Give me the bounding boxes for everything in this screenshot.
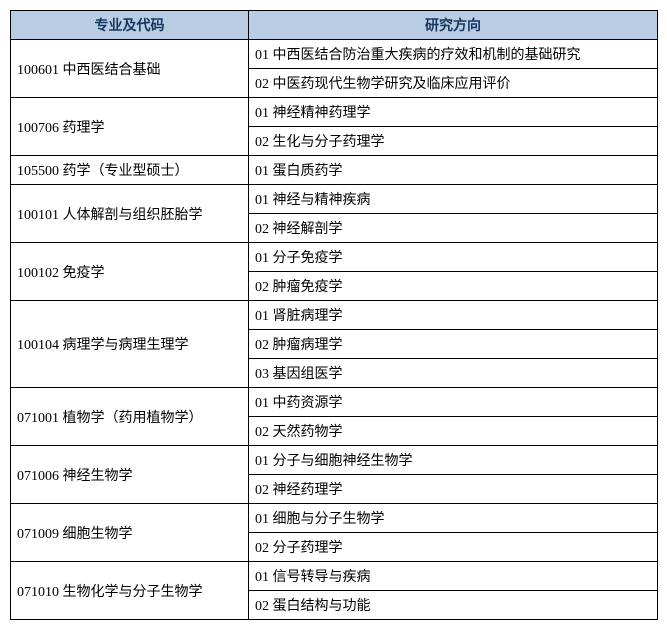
direction-cell: 02 生化与分子药理学: [249, 127, 658, 156]
direction-cell: 02 中医药现代生物学研究及临床应用评价: [249, 69, 658, 98]
direction-cell: 03 基因组医学: [249, 359, 658, 388]
header-direction: 研究方向: [249, 11, 658, 40]
direction-cell: 01 蛋白质药学: [249, 156, 658, 185]
major-cell: 071009 细胞生物学: [11, 504, 249, 562]
major-cell: 100102 免疫学: [11, 243, 249, 301]
header-row: 专业及代码 研究方向: [11, 11, 658, 40]
major-cell: 071010 生物化学与分子生物学: [11, 562, 249, 620]
majors-table: 专业及代码 研究方向 100601 中西医结合基础01 中西医结合防治重大疾病的…: [10, 10, 658, 620]
header-major: 专业及代码: [11, 11, 249, 40]
direction-cell: 01 信号转导与疾病: [249, 562, 658, 591]
major-cell: 100104 病理学与病理生理学: [11, 301, 249, 388]
direction-cell: 02 分子药理学: [249, 533, 658, 562]
major-cell: 105500 药学（专业型硕士）: [11, 156, 249, 185]
direction-cell: 01 肾脏病理学: [249, 301, 658, 330]
table-row: 100101 人体解剖与组织胚胎学01 神经与精神疾病: [11, 185, 658, 214]
table-row: 071001 植物学（药用植物学）01 中药资源学: [11, 388, 658, 417]
major-cell: 071001 植物学（药用植物学）: [11, 388, 249, 446]
direction-cell: 02 肿瘤免疫学: [249, 272, 658, 301]
direction-cell: 02 天然药物学: [249, 417, 658, 446]
table-row: 071009 细胞生物学01 细胞与分子生物学: [11, 504, 658, 533]
direction-cell: 02 神经解剖学: [249, 214, 658, 243]
major-cell: 100101 人体解剖与组织胚胎学: [11, 185, 249, 243]
major-cell: 071006 神经生物学: [11, 446, 249, 504]
table-row: 100104 病理学与病理生理学01 肾脏病理学: [11, 301, 658, 330]
table-row: 071010 生物化学与分子生物学01 信号转导与疾病: [11, 562, 658, 591]
table-body: 100601 中西医结合基础01 中西医结合防治重大疾病的疗效和机制的基础研究0…: [11, 40, 658, 620]
direction-cell: 01 分子与细胞神经生物学: [249, 446, 658, 475]
major-cell: 100601 中西医结合基础: [11, 40, 249, 98]
direction-cell: 01 分子免疫学: [249, 243, 658, 272]
direction-cell: 01 神经精神药理学: [249, 98, 658, 127]
table-row: 100706 药理学01 神经精神药理学: [11, 98, 658, 127]
direction-cell: 02 蛋白结构与功能: [249, 591, 658, 620]
table-row: 100601 中西医结合基础01 中西医结合防治重大疾病的疗效和机制的基础研究: [11, 40, 658, 69]
direction-cell: 01 中西医结合防治重大疾病的疗效和机制的基础研究: [249, 40, 658, 69]
major-cell: 100706 药理学: [11, 98, 249, 156]
direction-cell: 02 神经药理学: [249, 475, 658, 504]
direction-cell: 01 细胞与分子生物学: [249, 504, 658, 533]
table-row: 105500 药学（专业型硕士）01 蛋白质药学: [11, 156, 658, 185]
direction-cell: 01 神经与精神疾病: [249, 185, 658, 214]
direction-cell: 01 中药资源学: [249, 388, 658, 417]
table-row: 071006 神经生物学01 分子与细胞神经生物学: [11, 446, 658, 475]
direction-cell: 02 肿瘤病理学: [249, 330, 658, 359]
table-row: 100102 免疫学01 分子免疫学: [11, 243, 658, 272]
